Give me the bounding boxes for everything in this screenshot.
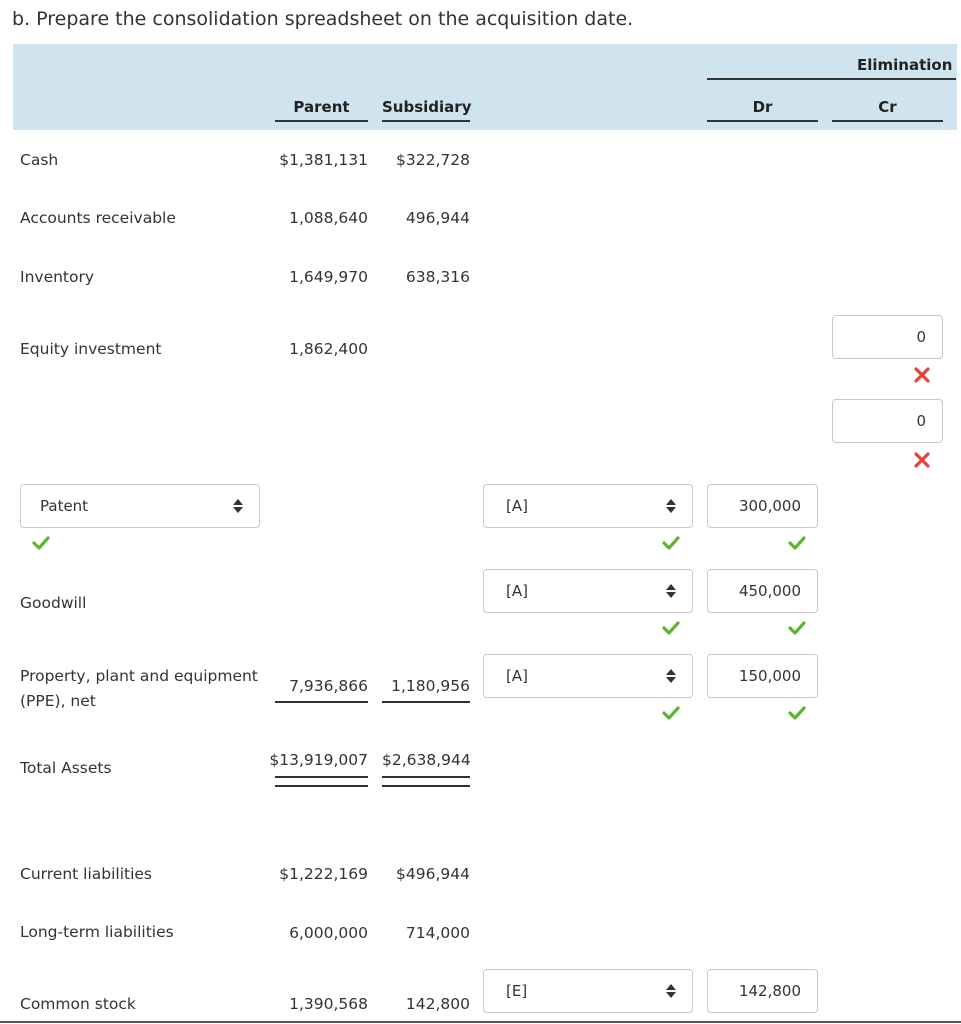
goodwill-dr-value: 450,000: [738, 582, 801, 600]
updown-arrows-icon: [665, 983, 677, 999]
equity-cr-input-2[interactable]: 0: [832, 399, 943, 443]
x-icon: [914, 367, 930, 383]
inventory-subsidiary: 638,316: [405, 268, 470, 286]
ar-subsidiary: 496,944: [405, 209, 470, 227]
code-select-value: [A]: [506, 667, 528, 685]
total-parent-double-underline-1: [275, 776, 368, 778]
code-select-goodwill[interactable]: [A]: [483, 569, 693, 613]
code-select-ppe[interactable]: [A]: [483, 654, 693, 698]
cr-underline: [832, 120, 943, 122]
updown-arrows-icon: [665, 498, 677, 514]
row-label-long-term-liabilities: Long-term liabilities: [20, 923, 174, 941]
total-parent-double-underline-2: [275, 785, 368, 787]
total-subsidiary-double-underline-2: [382, 785, 470, 787]
lt-liab-parent: 6,000,000: [289, 924, 368, 942]
ppe-subsidiary-underline: [382, 701, 470, 703]
updown-arrows-icon: [665, 668, 677, 684]
common-stock-parent: 1,390,568: [289, 995, 368, 1013]
patent-dr-input[interactable]: 300,000: [707, 484, 818, 528]
x-icon: [914, 452, 930, 468]
cash-subsidiary: $322,728: [396, 151, 470, 169]
row-label-accounts-receivable: Accounts receivable: [20, 209, 176, 227]
total-assets-parent: $13,919,007: [269, 751, 368, 769]
patent-dr-value: 300,000: [738, 497, 801, 515]
row-label-inventory: Inventory: [20, 268, 95, 286]
dr-underline: [707, 120, 818, 122]
account-select-value: Patent: [40, 497, 89, 515]
lt-liab-subsidiary: 714,000: [405, 924, 470, 942]
code-select-value: [A]: [506, 497, 528, 515]
goodwill-dr-input[interactable]: 450,000: [707, 569, 818, 613]
check-icon: [788, 536, 806, 550]
equity-cr-input-1[interactable]: 0: [832, 315, 943, 359]
check-icon: [32, 536, 50, 550]
row-label-equity-investment: Equity investment: [20, 340, 162, 358]
code-select-common-stock[interactable]: [E]: [483, 969, 693, 1013]
ppe-dr-value: 150,000: [738, 667, 801, 685]
cash-parent: $1,381,131: [279, 151, 368, 169]
row-label-cash: Cash: [20, 151, 59, 169]
inventory-parent: 1,649,970: [289, 268, 368, 286]
row-label-common-stock: Common stock: [20, 995, 136, 1013]
dr-header: Dr: [752, 98, 773, 116]
row-label-ppe-line1: Property, plant and equipment: [20, 667, 258, 685]
check-icon: [662, 536, 680, 550]
total-subsidiary-double-underline-1: [382, 776, 470, 778]
ppe-dr-input[interactable]: 150,000: [707, 654, 818, 698]
bottom-divider: [0, 1021, 961, 1023]
subsidiary-header: Subsidiary: [382, 98, 472, 116]
table-header: [13, 44, 957, 130]
cr-header: Cr: [878, 98, 897, 116]
equity-parent: 1,862,400: [289, 340, 368, 358]
common-stock-subsidiary: 142,800: [405, 995, 470, 1013]
common-stock-dr-input[interactable]: 142,800: [707, 969, 818, 1013]
subsidiary-underline: [382, 120, 470, 122]
total-assets-subsidiary: $2,638,944: [382, 751, 471, 769]
current-liab-parent: $1,222,169: [279, 865, 368, 883]
check-icon: [788, 621, 806, 635]
updown-arrows-icon: [665, 583, 677, 599]
check-icon: [662, 706, 680, 720]
updown-arrows-icon: [232, 498, 244, 514]
row-label-current-liabilities: Current liabilities: [20, 865, 153, 883]
ar-parent: 1,088,640: [289, 209, 368, 227]
elimination-header: Elimination: [857, 56, 953, 74]
row-label-ppe-line2: (PPE), net: [20, 692, 96, 710]
code-select-patent[interactable]: [A]: [483, 484, 693, 528]
ppe-parent-underline: [275, 701, 368, 703]
row-label-total-assets: Total Assets: [20, 759, 112, 777]
check-icon: [788, 706, 806, 720]
equity-cr-value-2: 0: [916, 412, 926, 430]
ppe-subsidiary: 1,180,956: [391, 677, 470, 695]
elimination-underline: [707, 78, 956, 80]
code-select-value: [A]: [506, 582, 528, 600]
parent-underline: [275, 120, 368, 122]
code-select-value: [E]: [506, 982, 528, 1000]
check-icon: [662, 621, 680, 635]
equity-cr-value-1: 0: [916, 328, 926, 346]
page-title: b. Prepare the consolidation spreadsheet…: [12, 8, 634, 30]
parent-header: Parent: [293, 98, 350, 116]
ppe-parent: 7,936,866: [289, 677, 368, 695]
account-select-patent[interactable]: Patent: [20, 484, 260, 528]
common-stock-dr-value: 142,800: [738, 982, 801, 1000]
row-label-goodwill: Goodwill: [20, 594, 87, 612]
current-liab-subsidiary: $496,944: [396, 865, 470, 883]
